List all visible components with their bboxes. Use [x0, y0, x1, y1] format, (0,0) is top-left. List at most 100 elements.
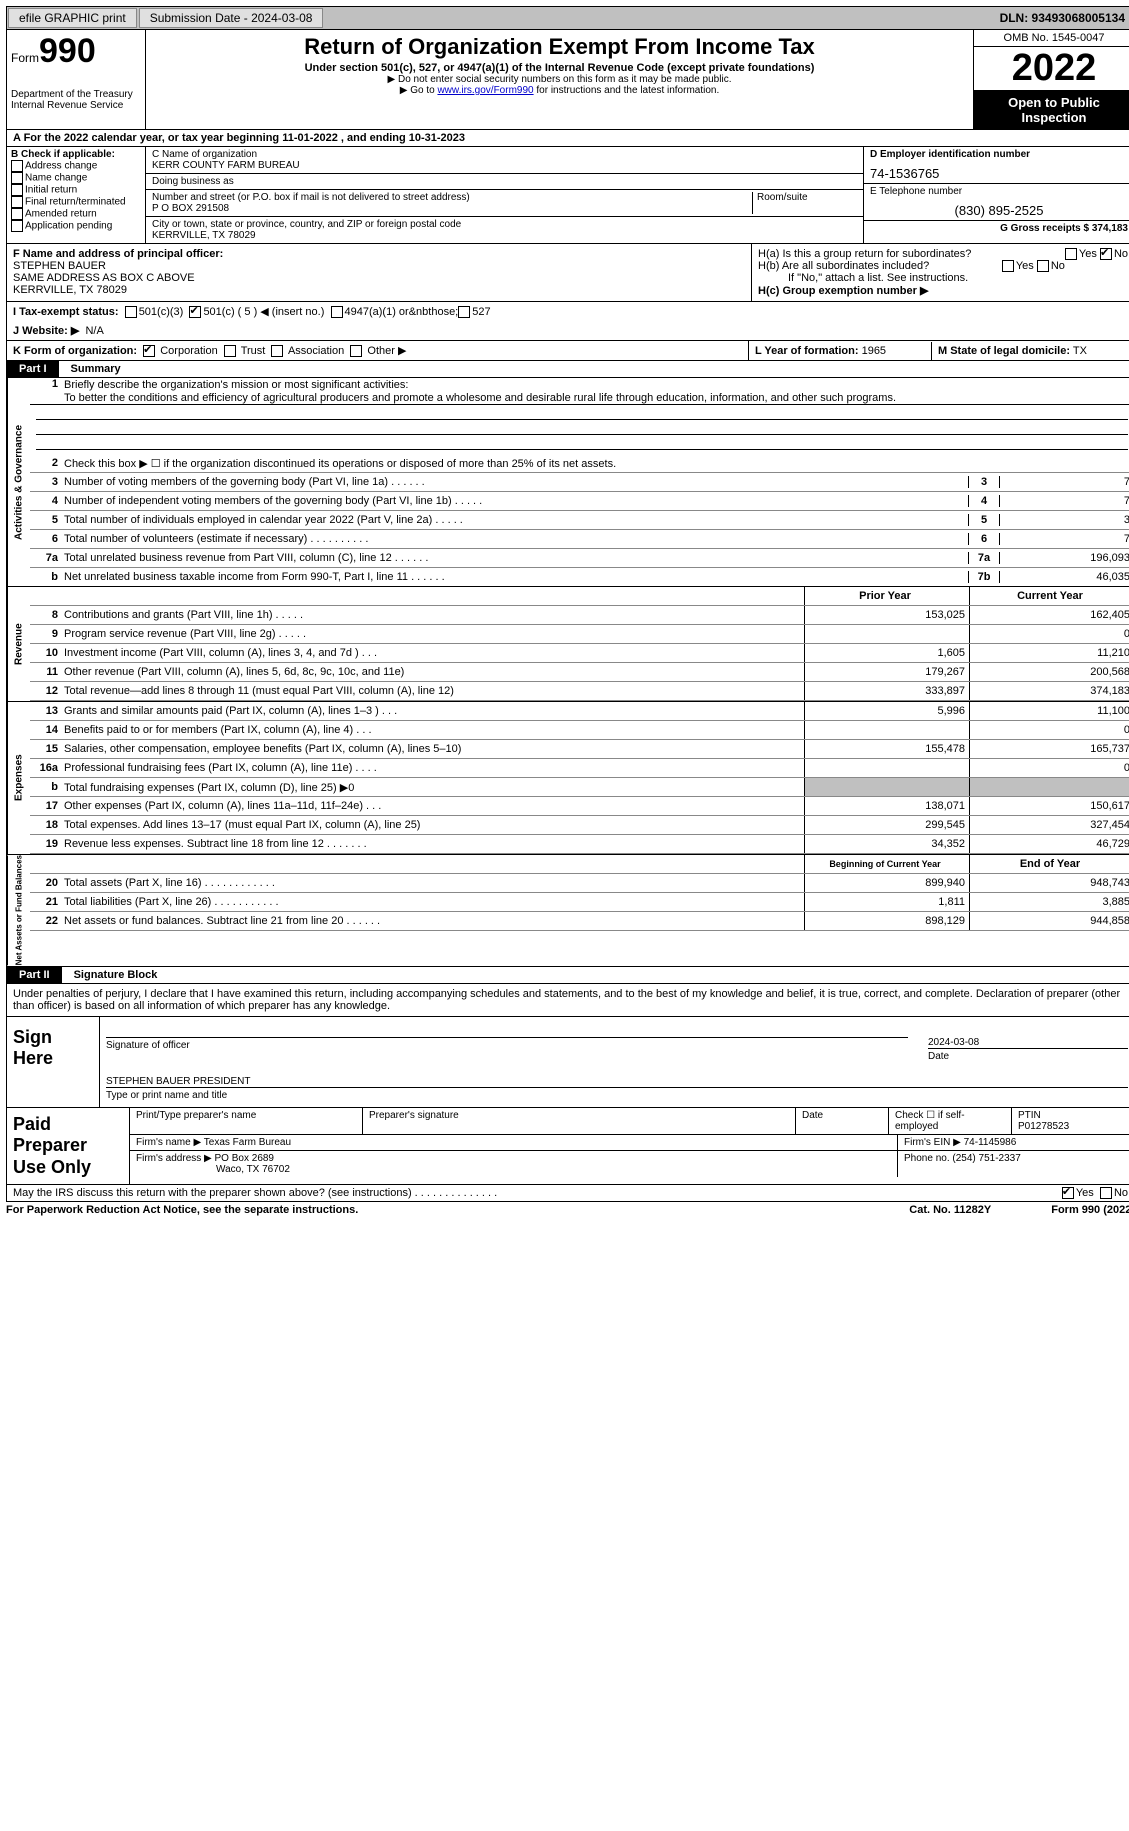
firm-phone: (254) 751-2337	[952, 1153, 1020, 1164]
527-checkbox[interactable]	[458, 306, 470, 318]
l2-text: Check this box ▶ ☐ if the organization d…	[64, 456, 1129, 471]
form-foot: Form 990 (2022)	[1051, 1204, 1129, 1216]
tax-year: 2022	[974, 47, 1129, 91]
column-b-checkboxes: B Check if applicable: Address change Na…	[7, 147, 146, 243]
side-net-assets: Net Assets or Fund Balances	[7, 855, 30, 965]
4947-checkbox[interactable]	[331, 306, 343, 318]
l7a: Total unrelated business revenue from Pa…	[64, 551, 968, 565]
identity-block: B Check if applicable: Address change Na…	[6, 147, 1129, 244]
part1-header: Part I Summary	[6, 361, 1129, 378]
efile-print-button[interactable]: efile GRAPHIC print	[8, 8, 137, 28]
amended-return-checkbox[interactable]	[11, 208, 23, 220]
initial-return-checkbox[interactable]	[11, 184, 23, 196]
row-a-tax-year: A For the 2022 calendar year, or tax yea…	[6, 130, 1129, 147]
sig-date: 2024-03-08	[928, 1037, 979, 1048]
ein-value: 74-1536765	[870, 166, 1128, 181]
l3: Number of voting members of the governin…	[64, 475, 968, 489]
table-row: 15Salaries, other compensation, employee…	[30, 740, 1129, 759]
end-year-header: End of Year	[969, 855, 1129, 873]
beg-year-header: Beginning of Current Year	[804, 855, 969, 873]
prior-year-header: Prior Year	[804, 587, 969, 605]
officer-group-block: F Name and address of principal officer:…	[6, 244, 1129, 302]
gross-receipts-label: G Gross receipts $ 374,183	[1000, 223, 1128, 234]
ein-label: D Employer identification number	[870, 149, 1030, 160]
table-row: 14Benefits paid to or for members (Part …	[30, 721, 1129, 740]
row-i-tax-status: I Tax-exempt status: 501(c)(3) 501(c) ( …	[6, 302, 1129, 321]
paid-preparer-block: Paid Preparer Use Only Print/Type prepar…	[6, 1108, 1129, 1186]
expenses-section: Expenses 13Grants and similar amounts pa…	[6, 702, 1129, 855]
footer: For Paperwork Reduction Act Notice, see …	[6, 1202, 1129, 1218]
l4: Number of independent voting members of …	[64, 494, 968, 508]
date-label: Date	[928, 1051, 1128, 1062]
dba-label: Doing business as	[152, 176, 857, 187]
penalties-text: Under penalties of perjury, I declare th…	[6, 984, 1129, 1017]
other-checkbox[interactable]	[350, 345, 362, 357]
table-row: 8Contributions and grants (Part VIII, li…	[30, 606, 1129, 625]
phone-label: E Telephone number	[870, 186, 1128, 197]
type-name-label: Type or print name and title	[106, 1090, 1128, 1101]
top-toolbar: efile GRAPHIC print Submission Date - 20…	[6, 6, 1129, 30]
officer-name-title: STEPHEN BAUER PRESIDENT	[106, 1076, 250, 1087]
hb-no-checkbox[interactable]	[1037, 260, 1049, 272]
submission-date-button[interactable]: Submission Date - 2024-03-08	[139, 8, 324, 28]
street-value: P O BOX 291508	[152, 203, 752, 214]
row-klm: K Form of organization: Corporation Trus…	[6, 341, 1129, 361]
form-number: Form990	[11, 32, 141, 71]
table-row: 17Other expenses (Part IX, column (A), l…	[30, 797, 1129, 816]
table-row: 19Revenue less expenses. Subtract line 1…	[30, 835, 1129, 854]
room-suite-label: Room/suite	[757, 192, 857, 203]
ptin-label: PTIN	[1018, 1110, 1128, 1121]
phone-value: (830) 895-2525	[870, 203, 1128, 218]
table-row: bTotal fundraising expenses (Part IX, co…	[30, 778, 1129, 797]
firm-addr1: PO Box 2689	[215, 1153, 274, 1164]
trust-checkbox[interactable]	[224, 345, 236, 357]
row-j-website: J Website: ▶ N/A	[6, 321, 1129, 341]
address-change-checkbox[interactable]	[11, 160, 23, 172]
dln-text: DLN: 93493068005134	[1000, 11, 1129, 25]
table-row: 13Grants and similar amounts paid (Part …	[30, 702, 1129, 721]
ptin-value: P01278523	[1018, 1121, 1128, 1132]
org-name: KERR COUNTY FARM BUREAU	[152, 160, 857, 171]
irs-link[interactable]: www.irs.gov/Form990	[437, 85, 533, 96]
firm-name: Texas Farm Bureau	[204, 1137, 291, 1148]
goto-note: ▶ Go to www.irs.gov/Form990 for instruct…	[152, 85, 967, 96]
ha-no-checkbox[interactable]	[1100, 248, 1112, 260]
table-row: 18Total expenses. Add lines 13–17 (must …	[30, 816, 1129, 835]
street-label: Number and street (or P.O. box if mail i…	[152, 192, 752, 203]
hb-yes-checkbox[interactable]	[1002, 260, 1014, 272]
sig-officer-label: Signature of officer	[106, 1040, 908, 1051]
501c-checkbox[interactable]	[189, 306, 201, 318]
omb-number: OMB No. 1545-0047	[974, 30, 1129, 47]
table-row: 11Other revenue (Part VIII, column (A), …	[30, 663, 1129, 682]
application-pending-checkbox[interactable]	[11, 220, 23, 232]
officer-label: F Name and address of principal officer:	[13, 248, 223, 260]
print-name-label: Print/Type preparer's name	[130, 1108, 363, 1134]
501c3-checkbox[interactable]	[125, 306, 137, 318]
irs-label: Internal Revenue Service	[11, 100, 141, 111]
revenue-section: Revenue Prior Year Current Year 8Contrib…	[6, 587, 1129, 702]
cat-no: Cat. No. 11282Y	[909, 1204, 991, 1216]
discuss-no-checkbox[interactable]	[1100, 1187, 1112, 1199]
org-name-label: C Name of organization	[152, 149, 857, 160]
l5: Total number of individuals employed in …	[64, 513, 968, 527]
prep-sig-label: Preparer's signature	[363, 1108, 796, 1134]
self-employed-check: Check ☐ if self-employed	[889, 1108, 1012, 1134]
l7b: Net unrelated business taxable income fr…	[64, 570, 968, 584]
l1-label: Briefly describe the organization's miss…	[64, 378, 1129, 392]
open-inspection: Open to Public Inspection	[974, 91, 1129, 129]
final-return-checkbox[interactable]	[11, 196, 23, 208]
paid-preparer-label: Paid Preparer Use Only	[7, 1108, 130, 1185]
ha-yes-checkbox[interactable]	[1065, 248, 1077, 260]
corp-checkbox[interactable]	[143, 345, 155, 357]
activities-governance-section: Activities & Governance 1 Briefly descri…	[6, 378, 1129, 587]
form-header: Form990 Department of the Treasury Inter…	[6, 30, 1129, 130]
table-row: 21Total liabilities (Part X, line 26) . …	[30, 893, 1129, 912]
name-change-checkbox[interactable]	[11, 172, 23, 184]
ssn-note: ▶ Do not enter social security numbers o…	[152, 74, 967, 85]
officer-addr1: SAME ADDRESS AS BOX C ABOVE	[13, 272, 745, 284]
current-year-header: Current Year	[969, 587, 1129, 605]
assoc-checkbox[interactable]	[271, 345, 283, 357]
sign-here-label: Sign Here	[7, 1017, 100, 1107]
discuss-yes-checkbox[interactable]	[1062, 1187, 1074, 1199]
mission-text: To better the conditions and efficiency …	[30, 392, 1129, 405]
